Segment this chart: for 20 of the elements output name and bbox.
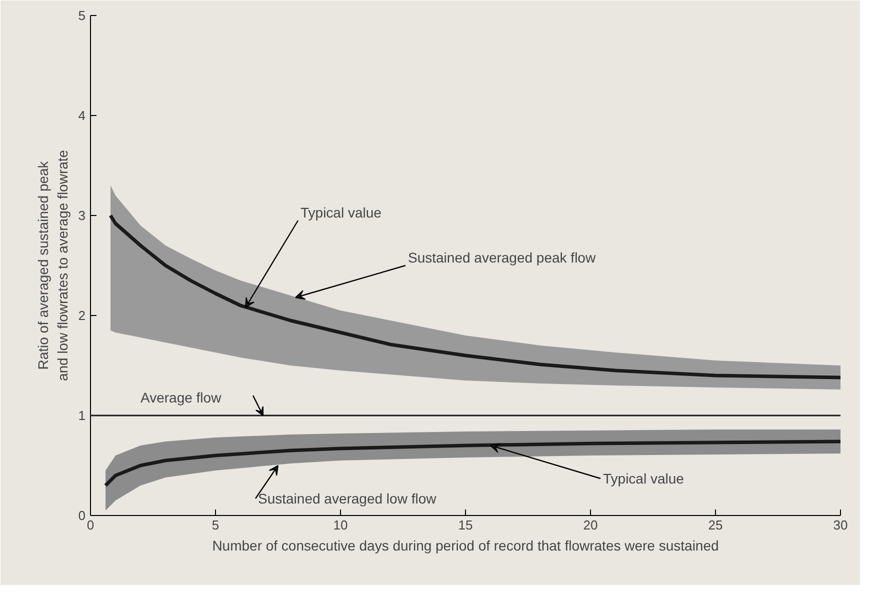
y-tick-label: 2	[78, 308, 86, 323]
x-tick-label: 15	[458, 518, 473, 532]
y-tick-label: 5	[78, 8, 86, 23]
x-axis-title: Number of consecutive days during period of record that flowrates were sustained	[212, 538, 719, 554]
annotation: Sustained averaged low flow	[258, 490, 438, 506]
y-tick-label: 4	[78, 108, 86, 123]
x-tick-label: 20	[583, 518, 598, 532]
x-tick-label: 30	[833, 518, 848, 532]
y-tick-label: 0	[78, 508, 86, 523]
line-series	[104, 440, 840, 488]
ref-line-label: Average flow	[140, 390, 222, 406]
annotation: Typical value	[300, 204, 382, 220]
annotation: Typical value	[603, 470, 684, 486]
x-tick-label: 25	[708, 518, 723, 532]
y-axis-title: Ratio of averaged sustained peak and low flowrates to average flowrate	[35, 150, 70, 382]
x-tick-label: 10	[333, 518, 348, 532]
annotation: Sustained averaged peak flow	[408, 250, 596, 266]
y-tick-label: 3	[78, 208, 86, 223]
x-tick-label: 5	[212, 518, 220, 532]
y-tick-label: 1	[78, 408, 86, 423]
